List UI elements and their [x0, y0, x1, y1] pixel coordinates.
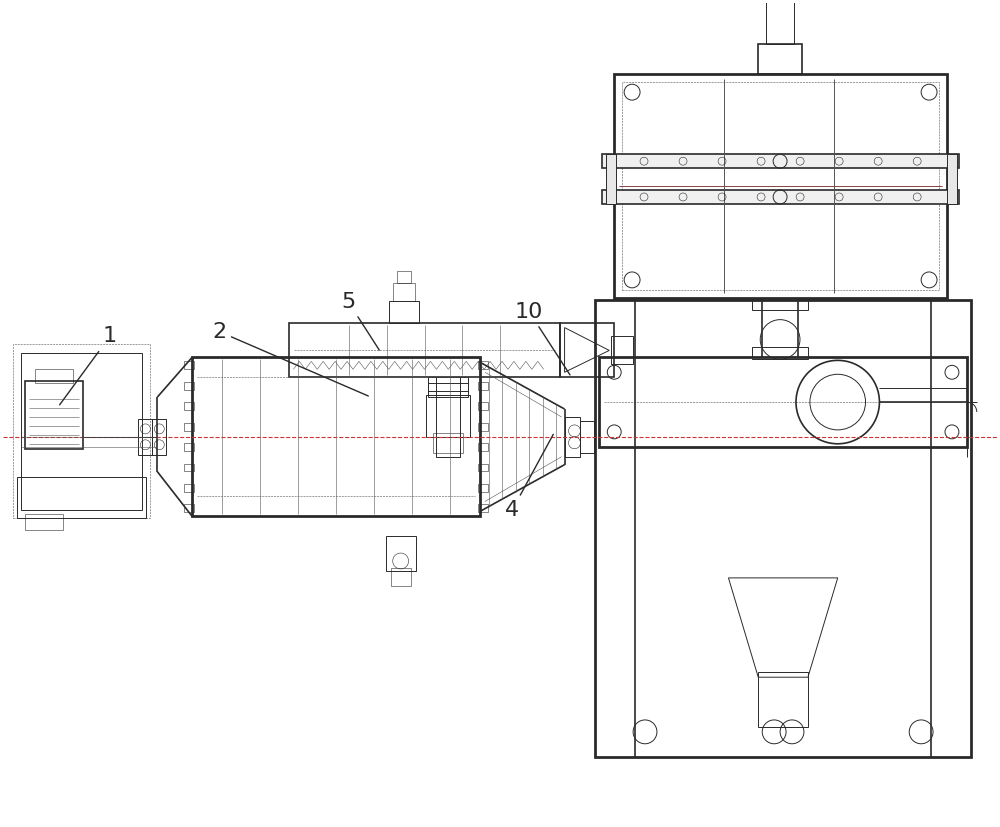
- Bar: [184, 402, 194, 410]
- Bar: [433, 433, 463, 452]
- Bar: [184, 504, 194, 513]
- Text: 4: 4: [505, 434, 553, 520]
- Bar: [184, 463, 194, 471]
- Bar: [386, 536, 416, 571]
- Bar: [602, 155, 959, 168]
- Bar: [426, 395, 470, 437]
- Bar: [758, 45, 802, 74]
- Bar: [184, 382, 194, 390]
- Text: 5: 5: [341, 292, 379, 350]
- Bar: [138, 419, 152, 455]
- Bar: [397, 271, 411, 283]
- Bar: [622, 82, 939, 289]
- Bar: [152, 419, 166, 455]
- Bar: [560, 323, 614, 377]
- Bar: [947, 155, 957, 204]
- Bar: [580, 421, 594, 452]
- Bar: [752, 347, 808, 360]
- Bar: [436, 377, 460, 457]
- Bar: [478, 484, 488, 492]
- Bar: [25, 381, 83, 449]
- Text: 10: 10: [515, 302, 570, 375]
- Bar: [184, 423, 194, 431]
- Bar: [13, 345, 150, 519]
- Bar: [606, 155, 616, 204]
- Bar: [184, 443, 194, 451]
- Bar: [565, 417, 580, 457]
- Bar: [611, 337, 633, 364]
- Bar: [184, 484, 194, 492]
- Bar: [192, 357, 480, 516]
- Bar: [25, 514, 63, 530]
- Text: 1: 1: [60, 327, 117, 404]
- Bar: [478, 382, 488, 390]
- Bar: [478, 504, 488, 513]
- Bar: [614, 74, 947, 298]
- Bar: [478, 402, 488, 410]
- Bar: [602, 190, 959, 204]
- Bar: [478, 361, 488, 370]
- Bar: [184, 361, 194, 370]
- Bar: [599, 357, 967, 447]
- Bar: [428, 383, 468, 397]
- Bar: [478, 443, 488, 451]
- Text: 2: 2: [212, 322, 368, 396]
- Bar: [766, 0, 794, 45]
- Bar: [595, 299, 971, 757]
- Bar: [393, 283, 415, 301]
- Bar: [289, 323, 560, 377]
- Bar: [478, 463, 488, 471]
- Bar: [752, 298, 808, 309]
- Bar: [758, 672, 808, 727]
- Bar: [17, 476, 146, 519]
- Bar: [389, 301, 419, 323]
- Bar: [478, 423, 488, 431]
- Bar: [21, 353, 142, 510]
- Bar: [428, 377, 468, 391]
- Bar: [35, 370, 73, 383]
- Bar: [391, 568, 411, 586]
